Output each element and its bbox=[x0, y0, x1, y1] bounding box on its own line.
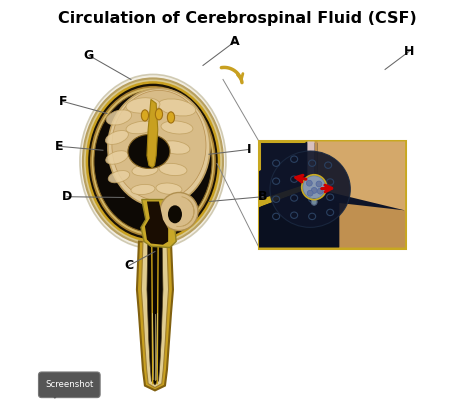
Ellipse shape bbox=[156, 183, 182, 194]
Ellipse shape bbox=[87, 83, 219, 241]
Polygon shape bbox=[307, 141, 315, 186]
Text: D: D bbox=[62, 190, 72, 203]
Text: F: F bbox=[59, 95, 67, 108]
Ellipse shape bbox=[129, 144, 157, 155]
Ellipse shape bbox=[106, 151, 128, 164]
Polygon shape bbox=[339, 203, 405, 247]
Polygon shape bbox=[147, 241, 163, 385]
Ellipse shape bbox=[108, 88, 210, 206]
Polygon shape bbox=[137, 241, 173, 391]
FancyBboxPatch shape bbox=[38, 372, 100, 398]
Ellipse shape bbox=[128, 135, 170, 168]
Ellipse shape bbox=[158, 99, 196, 116]
Ellipse shape bbox=[126, 121, 156, 134]
Text: A: A bbox=[230, 35, 240, 48]
Ellipse shape bbox=[141, 110, 148, 121]
Text: E: E bbox=[55, 140, 63, 153]
Text: G: G bbox=[84, 49, 94, 62]
Ellipse shape bbox=[106, 110, 132, 125]
Ellipse shape bbox=[132, 164, 158, 176]
Ellipse shape bbox=[270, 151, 350, 227]
Ellipse shape bbox=[80, 75, 226, 249]
Ellipse shape bbox=[83, 79, 223, 245]
Ellipse shape bbox=[126, 98, 160, 113]
Ellipse shape bbox=[106, 131, 128, 144]
Ellipse shape bbox=[302, 176, 326, 199]
Polygon shape bbox=[141, 199, 176, 247]
Ellipse shape bbox=[316, 181, 322, 187]
Ellipse shape bbox=[160, 141, 190, 154]
Ellipse shape bbox=[311, 187, 317, 193]
Ellipse shape bbox=[112, 90, 206, 201]
Ellipse shape bbox=[317, 188, 323, 194]
Polygon shape bbox=[51, 395, 59, 399]
Polygon shape bbox=[259, 189, 339, 247]
Ellipse shape bbox=[131, 185, 155, 195]
Polygon shape bbox=[145, 202, 168, 245]
Ellipse shape bbox=[108, 170, 130, 183]
Ellipse shape bbox=[311, 199, 317, 205]
Ellipse shape bbox=[159, 163, 187, 176]
FancyBboxPatch shape bbox=[259, 141, 405, 247]
Text: Circulation of Cerebrospinal Fluid (CSF): Circulation of Cerebrospinal Fluid (CSF) bbox=[58, 11, 416, 26]
Ellipse shape bbox=[306, 180, 312, 186]
Polygon shape bbox=[318, 141, 405, 210]
Ellipse shape bbox=[94, 90, 212, 233]
Polygon shape bbox=[147, 100, 158, 168]
Polygon shape bbox=[141, 241, 169, 388]
Text: C: C bbox=[124, 259, 134, 272]
Ellipse shape bbox=[161, 121, 193, 134]
Ellipse shape bbox=[168, 205, 182, 223]
Text: H: H bbox=[404, 45, 414, 58]
Text: I: I bbox=[247, 143, 251, 156]
Text: Screenshot: Screenshot bbox=[45, 380, 93, 389]
Text: B: B bbox=[258, 190, 268, 203]
Polygon shape bbox=[259, 184, 307, 207]
Polygon shape bbox=[315, 141, 318, 189]
Ellipse shape bbox=[160, 193, 198, 231]
Ellipse shape bbox=[91, 87, 215, 236]
Ellipse shape bbox=[167, 112, 174, 123]
Ellipse shape bbox=[307, 190, 313, 196]
Ellipse shape bbox=[155, 109, 163, 120]
Polygon shape bbox=[259, 141, 307, 200]
